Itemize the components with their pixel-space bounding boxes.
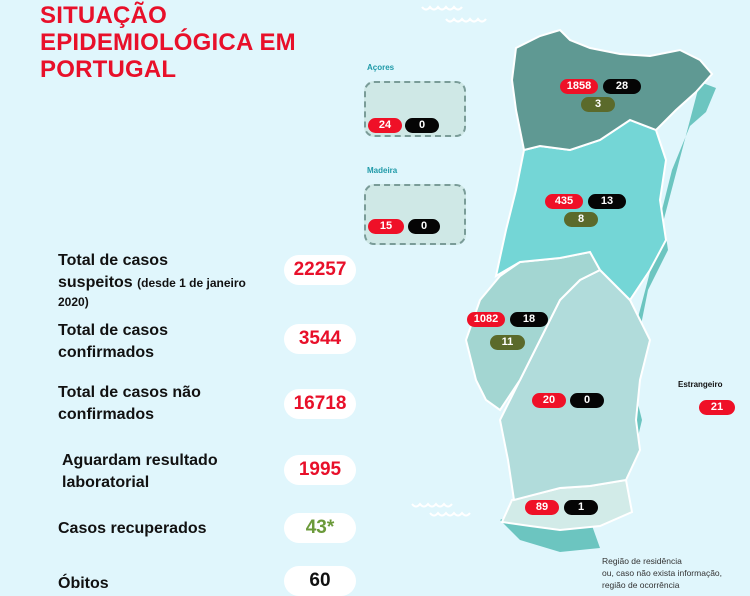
lisboa-deaths: 18	[510, 312, 548, 327]
title-line-3: PORTUGAL	[40, 56, 177, 83]
waves-icon	[411, 502, 471, 517]
norte-confirmed: 1858	[560, 79, 598, 94]
centro-deaths: 13	[588, 194, 626, 209]
stat-label-deaths: Óbitos	[58, 575, 109, 592]
waves-icon	[421, 5, 487, 23]
acores-label: Açores	[367, 63, 395, 72]
acores-deaths: 0	[405, 118, 439, 133]
stat-value-awaiting: 1995	[284, 455, 356, 485]
madeira-label: Madeira	[367, 166, 398, 175]
madeira-deaths: 0	[408, 219, 440, 234]
norte-recovered: 3	[581, 97, 615, 112]
estrangeiro-label: Estrangeiro	[678, 380, 723, 389]
estrangeiro-confirmed: 21	[699, 400, 735, 415]
stat-value-deaths: 60	[284, 566, 356, 596]
norte-deaths: 28	[603, 79, 641, 94]
algarve-deaths: 1	[564, 500, 598, 515]
acores-confirmed: 24	[368, 118, 402, 133]
stat-value-recovered: 43*	[284, 513, 356, 543]
madeira-box	[364, 184, 466, 245]
page-title: SITUAÇÃO EPIDEMIOLÓGICA EM PORTUGAL	[40, 2, 296, 83]
stat-value-suspected: 22257	[284, 255, 356, 285]
madeira-confirmed: 15	[368, 219, 404, 234]
title-line-2: EPIDEMIOLÓGICA EM	[40, 29, 296, 56]
centro-recovered: 8	[564, 212, 598, 227]
stat-value-not-confirmed: 16718	[284, 389, 356, 419]
alentejo-deaths: 0	[570, 393, 604, 408]
stat-label-awaiting: Aguardam resultado laboratorial	[62, 452, 218, 491]
stat-label-recovered: Casos recuperados	[58, 520, 207, 537]
stat-label-not-confirmed: Total de casos não confirmados	[58, 384, 201, 423]
alentejo-confirmed: 20	[532, 393, 566, 408]
lisboa-confirmed: 1082	[467, 312, 505, 327]
title-line-1: SITUAÇÃO	[40, 2, 167, 29]
algarve-confirmed: 89	[525, 500, 559, 515]
stat-value-confirmed: 3544	[284, 324, 356, 354]
centro-confirmed: 435	[545, 194, 583, 209]
legend-note: Região de residência ou, caso não exista…	[602, 556, 723, 590]
lisboa-recovered: 11	[490, 335, 525, 350]
stat-label-confirmed: Total de casos confirmados	[58, 322, 168, 361]
stat-label-suspected: Total de casos suspeitos (desde 1 de jan…	[58, 252, 246, 309]
